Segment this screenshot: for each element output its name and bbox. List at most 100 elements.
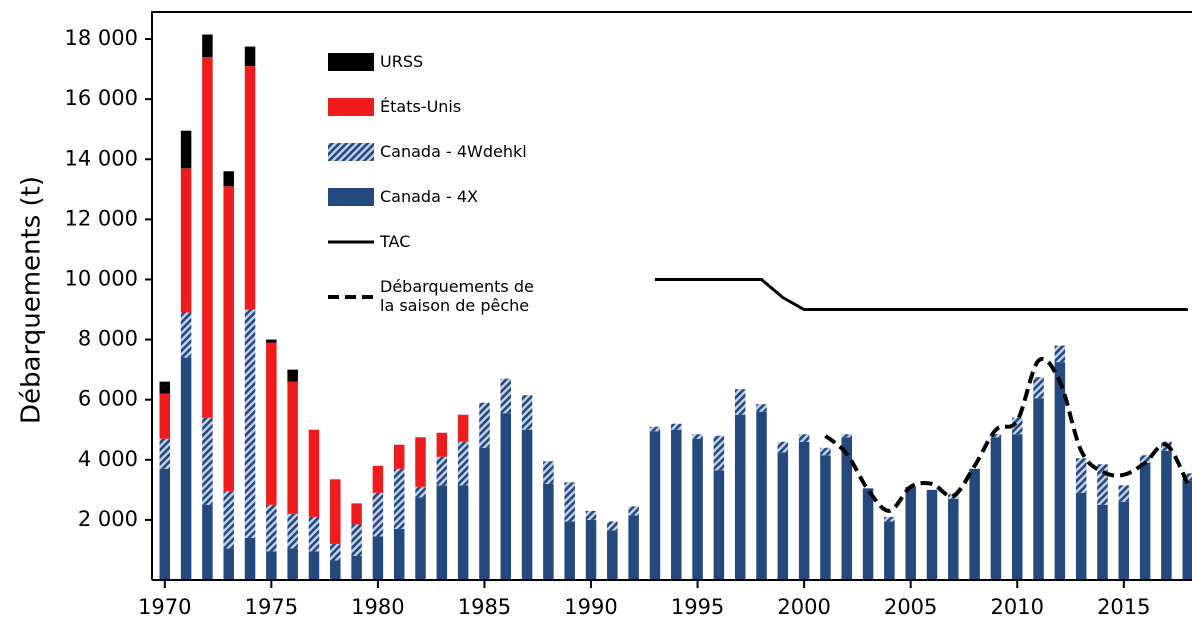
x-tick-label: 2015 [1097,595,1150,619]
bar-segment [244,46,256,67]
bar-segment [756,411,767,580]
bar-segment [692,438,703,580]
bar-segment [351,503,362,525]
bar-segment [415,437,426,487]
bar-segment [1097,464,1108,505]
legend-swatch [328,53,374,71]
bar-segment [244,537,256,580]
bar-segment [393,468,405,529]
y-tick-label: 4 000 [78,447,138,471]
bar-segment [351,524,362,556]
bar-segment [628,506,639,516]
bar-segment [777,452,789,580]
tac-line [654,277,1188,312]
bar-segment [820,455,831,580]
bar-segment [564,482,575,522]
bar-segment [798,434,810,442]
bar-segment [607,521,618,531]
bar-segment [905,486,916,580]
bar-segment [372,536,384,580]
bar-segment [308,429,320,517]
bar-segment [436,456,448,486]
legend-label: États-Unis [380,97,462,116]
bar-segment [1075,492,1087,580]
bar-segment [1139,462,1151,580]
bar-segment [457,414,469,442]
bar-segment [990,437,1002,580]
bar-segment [713,470,725,580]
bar-segment [351,555,362,580]
bar-segment [1011,434,1023,580]
bar-segment [159,438,171,469]
bar-segment [1054,362,1066,580]
y-tick-label: 16 000 [65,86,138,110]
bar-segment [372,492,384,537]
bar-segment [393,444,405,469]
bar-segment [244,66,256,310]
bar-segment [287,513,298,549]
x-tick-label: 2005 [884,595,937,619]
y-tick-label: 6 000 [78,387,138,411]
bar-segment [159,393,171,439]
bar-segment [330,479,341,544]
bar-segment [671,429,682,580]
bar-segment [436,485,448,580]
bar-segment [223,491,234,549]
bar-segment [415,486,426,498]
bar-segment [500,378,512,414]
bar-segment [1118,485,1130,502]
x-tick-label: 2010 [991,595,1044,619]
x-tick-label: 1990 [564,595,617,619]
legend-label: Débarquements de la saison de pêche [380,277,534,315]
legend-swatch [328,188,374,206]
bar-segment [1161,450,1172,580]
bar-segment [180,357,192,580]
legend-swatch [328,143,374,161]
bar-segment [649,426,661,432]
season-line [824,357,1190,513]
bar-segment [1118,501,1130,580]
bar-segment [607,530,618,580]
bar-segment [692,434,703,439]
bar-segment [436,432,448,457]
bar-segment [798,441,810,580]
bar-segment [372,465,384,493]
axis-frame [151,11,1192,580]
bar-segment [308,551,320,580]
y-tick-label: 18 000 [65,26,138,50]
bar-segment [884,516,895,522]
bar-segment [777,441,789,453]
bar-segment [1075,458,1087,493]
bar-segment [1097,504,1108,580]
bar-segment [308,516,320,552]
y-tick-label: 12 000 [65,206,138,230]
bar-segment [990,434,1002,438]
bar-segment [585,510,597,520]
bar-segment [266,342,277,505]
bar-segment [287,369,298,382]
bar-segment [266,339,277,343]
bar-segment [820,447,831,456]
bar-segment [862,488,874,580]
bar-segment [564,521,575,580]
bar-segment [180,168,192,313]
bar-segment [1182,473,1192,481]
bar-segment [521,429,533,580]
bar-segment [287,381,298,514]
bar-segment [202,57,213,418]
legend-label: Canada - 4Wdehkl [380,142,527,161]
bar-segment [1011,417,1023,435]
x-tick-label: 2000 [777,595,830,619]
bar-segment [500,413,512,580]
x-tick-label: 1995 [671,595,724,619]
legend-label: TAC [380,232,411,251]
bar-segment [948,498,959,580]
bar-segment [159,468,171,580]
bar-segment [1033,398,1044,580]
bar-segment [479,402,490,448]
bar-segment [457,441,469,486]
bar-segment [223,171,234,187]
bar-segment [159,381,171,394]
bar-segment [969,468,980,580]
